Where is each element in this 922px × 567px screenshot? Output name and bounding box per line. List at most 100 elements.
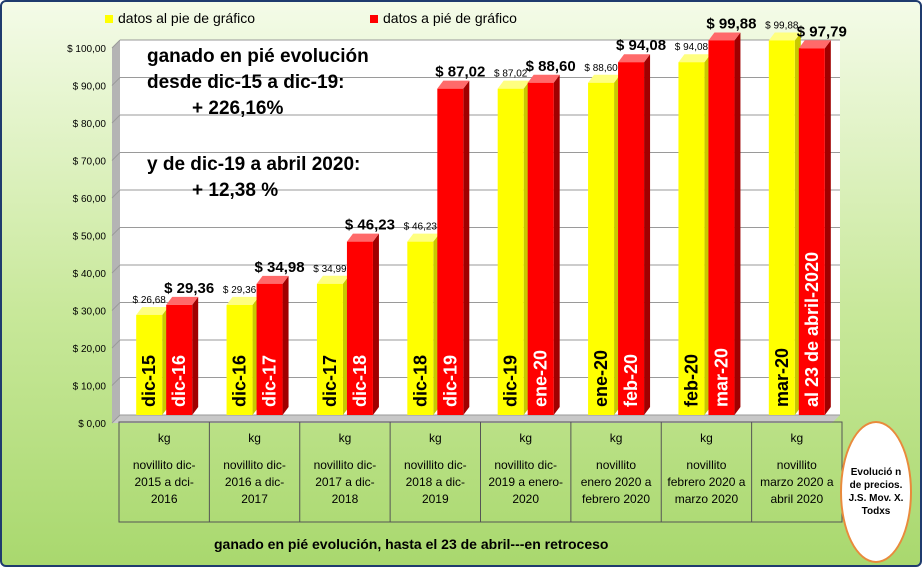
bar-label: ene-20 (531, 350, 551, 407)
category-line: novillito (686, 458, 727, 472)
bar-label: dic-18 (410, 355, 430, 407)
category-line: 2015 a dci- (134, 475, 194, 489)
bar-side (824, 40, 831, 415)
y-tick-label: $ 20,00 (73, 344, 107, 355)
bar-label: dic-19 (501, 355, 521, 407)
category-line: 2020 (512, 492, 540, 506)
gridline-depth (111, 302, 121, 311)
bar (407, 241, 434, 415)
chart-floor (112, 415, 840, 423)
category-line: marzo 2020 (674, 492, 739, 506)
category-line: 2019 (421, 492, 449, 506)
bar-side (372, 233, 379, 415)
gridline-depth (111, 39, 121, 49)
bar-side (192, 296, 199, 415)
bar (256, 283, 283, 415)
bar-side (282, 275, 289, 415)
bar-top (166, 296, 199, 305)
category-line: 2017 (241, 492, 268, 506)
gridline-depth (111, 227, 121, 236)
category-label: kg novillito dic- 2017 a dic- 2018 (302, 430, 388, 508)
bar (136, 314, 163, 415)
gridline-depth (111, 189, 121, 199)
category-unit: kg (338, 431, 352, 445)
bar-label: feb-20 (681, 354, 701, 407)
category-unit: kg (157, 431, 171, 445)
badge-text: Evolució n de precios. J.S. Mov. X. Todx… (848, 467, 904, 517)
value-label: $ 46,23 (345, 217, 395, 234)
y-tick-label: $ 30,00 (73, 307, 107, 318)
y-tick-label: $ 0,00 (78, 419, 106, 430)
value-label: $ 94,08 (616, 37, 666, 54)
value-label: $ 34,98 (255, 259, 305, 276)
category-line: enero 2020 a (580, 475, 652, 489)
category-line: novillito (776, 458, 817, 472)
category-label: kg novillito dic- 2018 a dic- 2019 (392, 430, 478, 508)
bar-label: dic-16 (230, 355, 250, 407)
note-line-1: ganado en pié evolución (147, 46, 369, 67)
category-unit: kg (790, 431, 804, 445)
bar (708, 40, 735, 415)
gridline-depth (111, 77, 121, 86)
legend-item-yellow: datos al pie de gráfico (105, 10, 255, 26)
bar-top (527, 74, 560, 83)
category-label: kg novillito dic- 2019 a enero- 2020 (483, 430, 569, 508)
bar-top (346, 233, 379, 242)
legend-label-red: datos a pié de gráfico (383, 10, 517, 26)
bar-top (618, 54, 651, 63)
category-label: kg novillito marzo 2020 a abril 2020 (754, 430, 840, 508)
category-label: kg novillito dic- 2016 a dic- 2017 (211, 430, 297, 508)
category-line: novillito dic- (313, 458, 377, 472)
category-unit: kg (519, 431, 533, 445)
bar-label: dic-17 (260, 355, 280, 407)
bar-label: feb-20 (621, 354, 641, 407)
gridline-depth (111, 339, 121, 349)
bar-label: mar-20 (711, 348, 731, 407)
value-label: $ 97,79 (797, 23, 847, 40)
value-label: $ 26,68 (133, 295, 167, 306)
category-line: novillito dic- (132, 458, 196, 472)
category-line: 2018 a dic- (405, 475, 465, 489)
value-label: $ 29,36 (164, 280, 214, 297)
bar-top (437, 80, 470, 89)
note-line-2: desde dic-15 a dic-19: (147, 72, 345, 93)
y-tick-label: $ 80,00 (73, 119, 107, 130)
category-unit: kg (609, 431, 623, 445)
legend-label-yellow: datos al pie de gráfico (118, 10, 255, 26)
bar (768, 40, 795, 415)
value-label: $ 29,36 (223, 285, 257, 296)
bar (437, 88, 464, 416)
bar (527, 82, 554, 415)
y-tick-label: $ 40,00 (73, 269, 107, 280)
category-line: febrero 2020 a (667, 475, 746, 489)
bar-top (407, 233, 440, 242)
value-label: $ 88,60 (584, 63, 618, 74)
bar-side (553, 74, 560, 415)
category-line: 2017 a dic- (315, 475, 375, 489)
category-line: 2016 (150, 492, 178, 506)
bar-top (497, 80, 530, 89)
bar (226, 304, 253, 415)
category-label: kg novillito enero 2020 a febrero 2020 (573, 430, 659, 508)
legend-item-red: datos a pié de gráfico (370, 10, 517, 26)
gridline-depth (111, 377, 121, 386)
value-label: $ 99,88 (765, 20, 799, 31)
category-unit: kg (248, 431, 261, 445)
bar (588, 82, 615, 415)
category-label: kg novillito febrero 2020 a marzo 2020 (663, 430, 749, 508)
category-line: 2018 (331, 492, 359, 506)
bar-top (768, 32, 801, 41)
bar (166, 304, 193, 415)
gridline-depth (111, 264, 121, 274)
gridline-depth (111, 114, 121, 124)
category-label: kg novillito dic- 2015 a dci- 2016 (121, 430, 207, 508)
value-label: $ 94,08 (675, 42, 709, 53)
value-label: $ 88,60 (526, 58, 576, 75)
bar-top (708, 32, 741, 41)
bar-label: dic-19 (440, 355, 460, 407)
bar-label: al 23 de abril-2020 (802, 252, 822, 407)
category-line: novillito (596, 458, 637, 472)
bar-label: dic-17 (320, 355, 340, 407)
y-tick-label: $ 60,00 (73, 194, 107, 205)
